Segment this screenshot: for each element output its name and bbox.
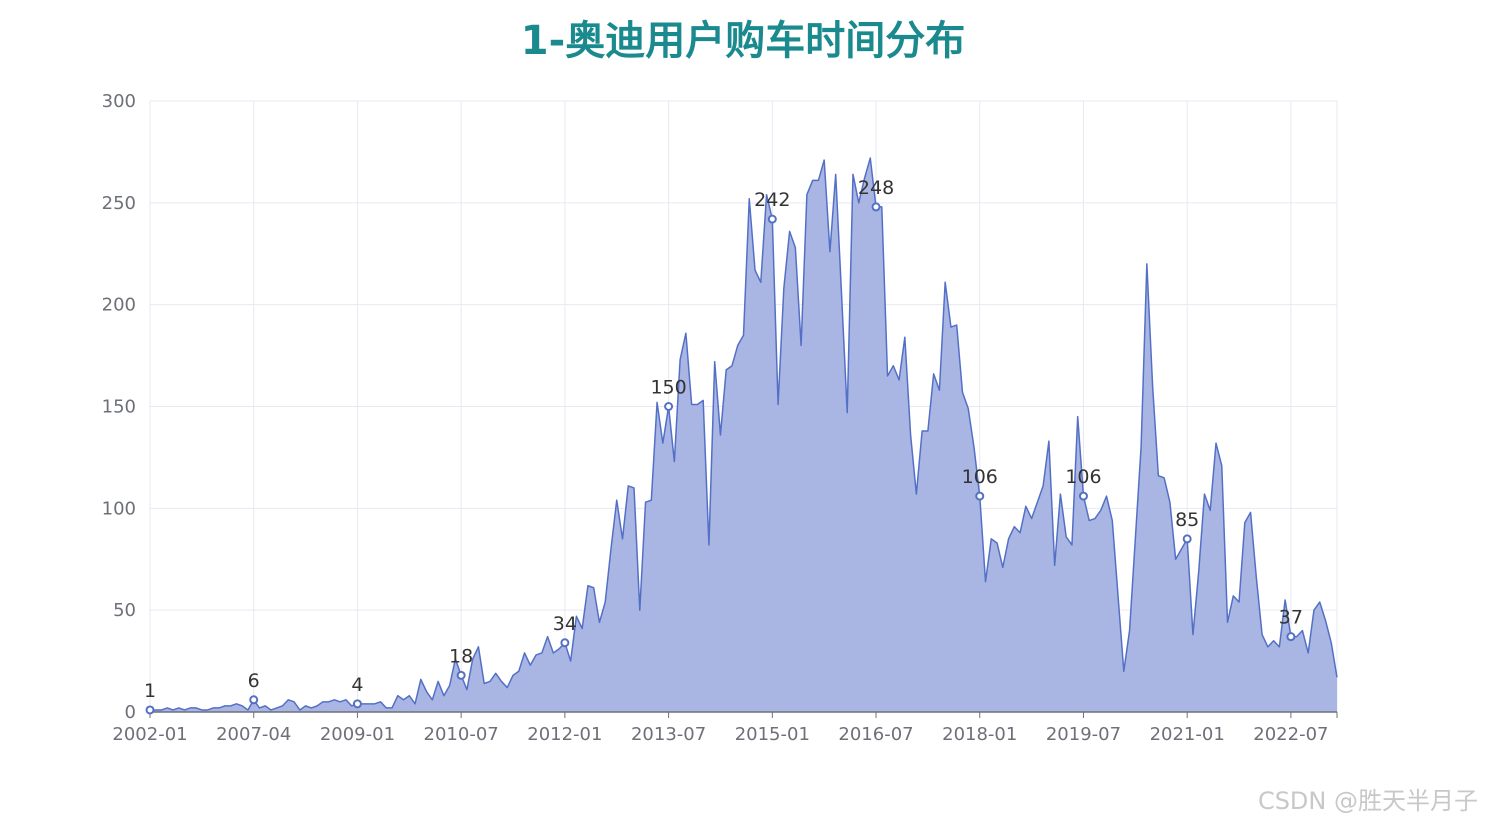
- x-tick-label: 2016-07: [838, 724, 913, 745]
- data-label: 106: [962, 466, 998, 488]
- data-label: 34: [553, 613, 577, 635]
- data-point[interactable]: [871, 202, 881, 212]
- data-label: 6: [248, 670, 260, 692]
- watermark: CSDN @胜天半月子: [1257, 787, 1478, 815]
- x-tick-label: 2010-07: [424, 724, 499, 745]
- data-label: 106: [1065, 466, 1101, 488]
- data-point[interactable]: [249, 695, 259, 705]
- y-tick-label: 200: [102, 295, 136, 316]
- data-label: 150: [650, 377, 686, 399]
- x-tick-label: 2007-04: [216, 724, 291, 745]
- data-point[interactable]: [560, 638, 570, 648]
- data-point[interactable]: [664, 402, 674, 411]
- x-tick-label: 2022-07: [1253, 724, 1328, 745]
- data-label: 37: [1279, 607, 1303, 629]
- data-point[interactable]: [145, 705, 155, 715]
- data-point[interactable]: [975, 491, 985, 501]
- x-tick-label: 2012-01: [527, 724, 602, 745]
- y-axis-tick-labels: 0 50 100 150 200 250 300: [102, 91, 136, 723]
- y-tick-label: 250: [102, 193, 136, 214]
- y-tick-label: 300: [102, 91, 136, 112]
- y-tick-label: 0: [125, 702, 136, 723]
- series-line: [150, 157, 1338, 711]
- data-label: 18: [449, 645, 473, 667]
- data-point[interactable]: [352, 699, 362, 709]
- data-label: 4: [351, 674, 363, 696]
- data-point[interactable]: [1286, 632, 1296, 642]
- x-tick-label: 2019-07: [1046, 724, 1121, 745]
- data-labels: 1 6 4 18 34 150 242 248 106 106 85 37: [144, 177, 1303, 702]
- y-tick-label: 50: [113, 600, 136, 621]
- data-point[interactable]: [1078, 491, 1088, 501]
- chart-title: 1-奥迪用户购车时间分布: [520, 18, 966, 64]
- data-point[interactable]: [1182, 534, 1192, 544]
- x-tick-label: 2002-01: [112, 724, 187, 745]
- series-area: [150, 157, 1338, 712]
- x-tick-label: 2009-01: [320, 724, 395, 745]
- x-tick-label: 2021-01: [1150, 724, 1225, 745]
- x-tick-label: 2018-01: [942, 724, 1017, 745]
- x-tick-label: 2015-01: [735, 724, 810, 745]
- axes: [149, 711, 1338, 718]
- y-tick-label: 150: [102, 397, 136, 418]
- data-label: 1: [144, 680, 156, 702]
- data-point[interactable]: [767, 214, 777, 224]
- data-point[interactable]: [456, 670, 466, 680]
- series-area-fill: [150, 158, 1337, 712]
- x-axis-tick-labels: 2002-01 2007-04 2009-01 2010-07 2012-01 2013-…: [112, 724, 1328, 745]
- data-label: 242: [754, 189, 790, 211]
- data-label: 85: [1175, 509, 1199, 531]
- data-label: 248: [858, 177, 894, 199]
- marked-points: [145, 202, 1296, 715]
- y-tick-label: 100: [102, 498, 136, 519]
- x-tick-label: 2013-07: [631, 724, 706, 745]
